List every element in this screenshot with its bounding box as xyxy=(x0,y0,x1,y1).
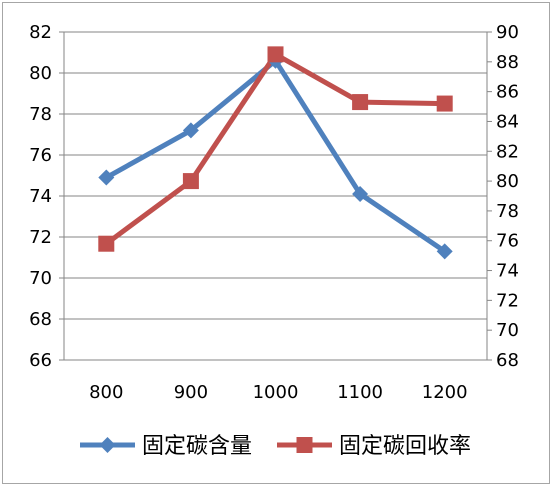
series-1-markers xyxy=(98,52,453,260)
right-tick-label: 82 xyxy=(496,141,519,162)
legend-item: 固定碳回收率 xyxy=(277,434,471,459)
series-layer xyxy=(98,46,453,260)
chart-frame xyxy=(2,2,550,484)
data-point xyxy=(436,95,453,112)
legend-item: 固定碳含量 xyxy=(80,434,252,459)
right-tick-label: 68 xyxy=(496,350,519,371)
gridlines xyxy=(64,31,487,361)
right-tick-label: 84 xyxy=(496,111,519,132)
left-tick-label: 72 xyxy=(29,227,52,248)
legend-label: 固定碳含量 xyxy=(142,434,252,459)
series-1 xyxy=(105,58,447,254)
axes xyxy=(59,31,492,361)
x-tick-label: 800 xyxy=(89,382,123,403)
series-line xyxy=(105,58,447,254)
data-point xyxy=(182,122,199,139)
right-tick-label: 90 xyxy=(496,22,519,43)
data-point xyxy=(98,169,115,186)
right-tick-label: 74 xyxy=(496,261,519,282)
left-tick-label: 68 xyxy=(29,309,52,330)
series-2-markers xyxy=(98,46,453,252)
legend: 固定碳含量 固定碳回收率 xyxy=(80,434,471,459)
x-tick-label: 1200 xyxy=(422,382,468,403)
data-point xyxy=(98,235,115,252)
right-tick-label: 72 xyxy=(496,290,519,311)
left-tick-label: 70 xyxy=(29,268,52,289)
data-point xyxy=(352,185,369,202)
x-tick-label: 1100 xyxy=(337,382,383,403)
data-point xyxy=(182,173,199,190)
left-tick-label: 76 xyxy=(29,145,52,166)
right-tick-label: 86 xyxy=(496,82,519,103)
x-tick-label: 900 xyxy=(174,382,208,403)
right-tick-label: 78 xyxy=(496,201,519,222)
data-point xyxy=(99,437,116,453)
x-tick-label: 1000 xyxy=(253,382,299,403)
data-point xyxy=(267,46,284,63)
data-point xyxy=(436,243,453,260)
left-tick-label: 78 xyxy=(29,104,52,125)
x-axis-ticks: 800 900 1000 1100 1200 xyxy=(89,382,467,403)
left-tick-label: 82 xyxy=(29,22,52,43)
data-point xyxy=(296,437,313,453)
left-tick-label: 74 xyxy=(29,186,52,207)
left-tick-label: 66 xyxy=(29,350,52,371)
left-axis-ticks: 66 68 70 72 74 76 78 80 82 xyxy=(29,22,52,371)
right-tick-label: 76 xyxy=(496,231,519,252)
legend-label: 固定碳回收率 xyxy=(339,434,471,459)
right-tick-label: 70 xyxy=(496,320,519,341)
right-tick-label: 88 xyxy=(496,52,519,73)
right-tick-label: 80 xyxy=(496,171,519,192)
left-tick-label: 80 xyxy=(29,63,52,84)
data-point xyxy=(352,94,369,111)
right-axis-ticks: 68 70 72 74 76 78 80 82 84 86 88 90 xyxy=(496,22,519,371)
